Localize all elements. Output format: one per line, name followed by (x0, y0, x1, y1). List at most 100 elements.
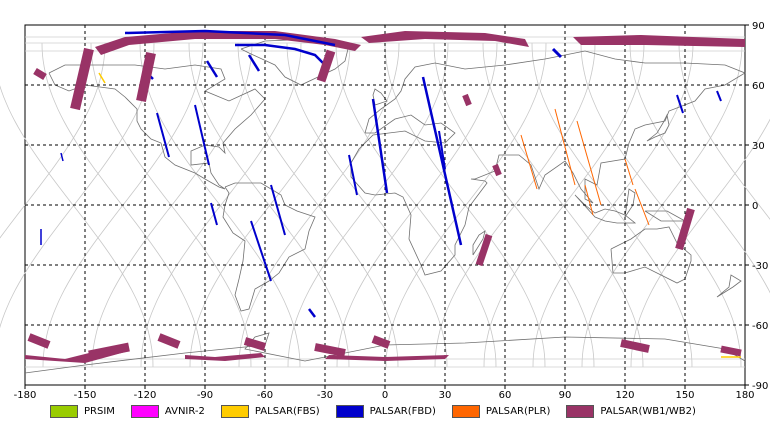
coastlines (24, 38, 746, 374)
coverage-swath (308, 308, 316, 318)
x-tick-label: 60 (499, 390, 512, 401)
coverage-swath (462, 93, 472, 107)
coverage-band (361, 31, 529, 47)
x-tick-label: -120 (134, 390, 157, 401)
coverage-swath (551, 47, 563, 59)
x-tick-label: 30 (439, 390, 452, 401)
coverage-band (325, 355, 449, 361)
orbit-track (482, 42, 644, 368)
coverage-swath (675, 207, 695, 251)
coverage-swaths (25, 29, 745, 363)
legend: PRSIM AVNIR-2 PALSAR(FBS) PALSAR(FBD) PALSAR… (50, 402, 712, 420)
x-tick-label: -30 (317, 390, 333, 401)
coverage-swath (70, 47, 94, 111)
coverage-swath (421, 76, 463, 246)
legend-label: AVNIR-2 (164, 405, 205, 417)
coverage-swath (27, 333, 51, 349)
coverage-swath (576, 120, 602, 206)
x-tick-label: -60 (257, 390, 273, 401)
legend-label: PALSAR(FBS) (254, 405, 320, 417)
orbit-track (189, 42, 351, 368)
orbit-track (140, 42, 302, 368)
y-tick-label: 30 (752, 141, 765, 152)
coverage-swath (136, 51, 156, 103)
coastline (646, 113, 670, 142)
y-tick-label: -30 (752, 261, 768, 272)
x-tick-label: 150 (675, 390, 694, 401)
coverage-swath (194, 104, 210, 166)
x-tick-label: 90 (559, 390, 572, 401)
coverage-swath (314, 343, 346, 357)
coverage-swath (33, 67, 47, 81)
coverage-swath (371, 335, 391, 349)
coastline (372, 88, 388, 106)
orbit-track (531, 42, 693, 368)
legend-item: PALSAR(FBD) (335, 404, 436, 418)
coverage-band (573, 35, 745, 47)
orbit-track (434, 42, 596, 368)
coverage-swath (620, 339, 650, 353)
coastline (644, 210, 687, 222)
x-tick-label: 180 (735, 390, 754, 401)
orbit-track (678, 42, 770, 220)
legend-swatch (220, 404, 249, 418)
coverage-band (185, 353, 265, 361)
coastline (222, 182, 316, 312)
legend-swatch (130, 404, 159, 418)
orbit-track (188, 42, 350, 368)
coverage-swath (438, 130, 446, 170)
orbit-track (237, 42, 399, 368)
coverage-arc (124, 29, 336, 47)
y-tick-labels: 90 60 30 0 -30 -60 -90 (752, 21, 768, 392)
coastline (24, 332, 746, 374)
coverage-swath (60, 152, 64, 162)
legend-item: PRSIM (50, 404, 115, 418)
y-tick-label: 60 (752, 81, 765, 92)
coastline (472, 230, 486, 256)
coverage-arc (235, 43, 326, 66)
legend-swatch (50, 404, 78, 418)
x-tick-label: -90 (197, 390, 213, 401)
x-tick-label: 120 (615, 390, 634, 401)
coverage-swath (492, 163, 502, 177)
legend-swatch (566, 404, 595, 418)
legend-label: PRSIM (84, 405, 115, 417)
coverage-swath (554, 108, 576, 186)
graticule (24, 24, 749, 389)
x-tick-label: -180 (14, 390, 37, 401)
coverage-swath (98, 72, 106, 84)
legend-item: AVNIR-2 (130, 404, 205, 418)
coverage-swath (243, 337, 267, 351)
coverage-swath (205, 60, 219, 78)
orbit-track (483, 42, 645, 368)
coverage-swath (250, 220, 272, 282)
legend-item: PALSAR(FBS) (220, 404, 320, 418)
legend-swatch (335, 404, 364, 418)
coverage-swath (247, 54, 261, 72)
x-tick-labels: -180 -150 -120 -90 -60 -30 0 30 60 90 120 150 180 (14, 390, 755, 401)
coverage-swath (371, 98, 389, 194)
x-tick-label: -150 (74, 390, 97, 401)
coverage-swath (634, 188, 650, 226)
legend-label: PALSAR(WB1/WB2) (600, 405, 696, 417)
legend-swatch (451, 404, 480, 418)
y-tick-label: -90 (752, 381, 768, 392)
coverage-swath (720, 345, 742, 357)
coverage-swath (716, 90, 722, 102)
y-tick-label: 0 (752, 201, 758, 212)
coastline (716, 274, 742, 298)
x-tick-label: 0 (382, 390, 388, 401)
coverage-swath (584, 184, 594, 216)
coverage-swath (157, 333, 181, 349)
coverage-swath (624, 158, 634, 186)
coverage-swath (475, 233, 493, 267)
y-tick-label: -60 (752, 321, 768, 332)
coverage-swath (348, 154, 358, 196)
coverage-swath (210, 202, 218, 226)
coverage-swath (316, 49, 336, 83)
coastline (610, 226, 692, 284)
coastline (350, 50, 746, 276)
coverage-swath (520, 134, 538, 190)
legend-item: PALSAR(PLR) (451, 404, 550, 418)
